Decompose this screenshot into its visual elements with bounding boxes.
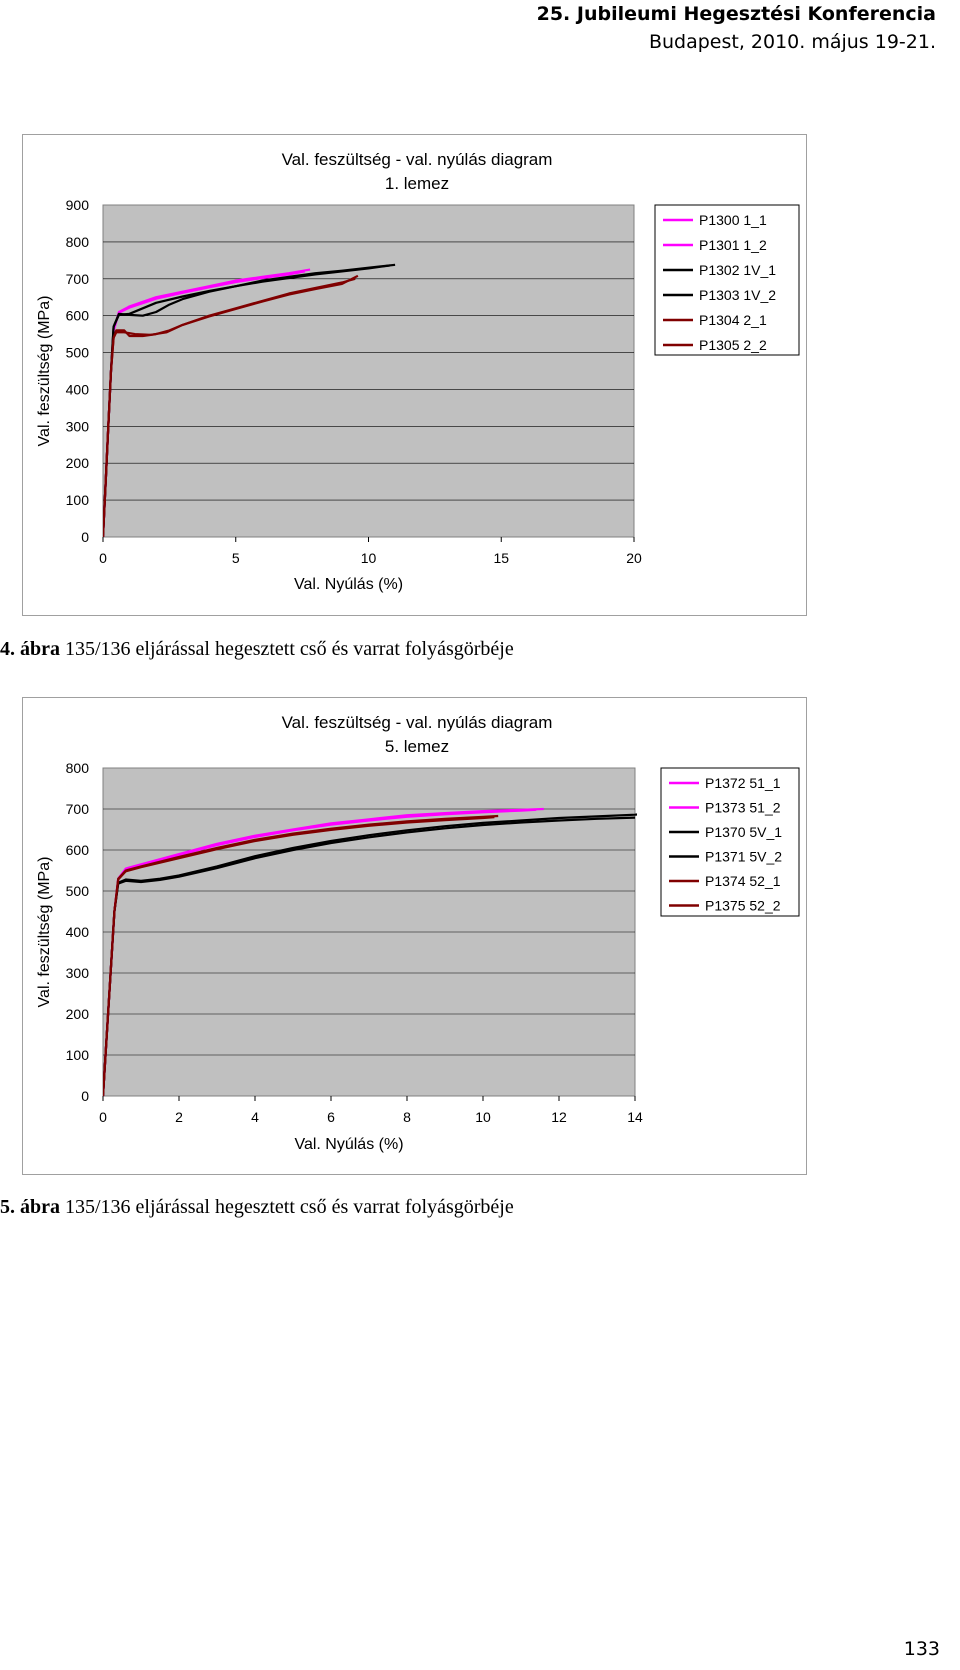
figure-4-svg: 0 100 200 300 400 500 600 700 800 900 0 5 10 15 20 Val.… [36,150,800,593]
chart-subtitle: 1. lemez [385,174,449,193]
y-tick-label: 600 [66,308,90,324]
legend-entry: P1371 5V_2 [705,849,782,865]
x-tick-label: 5 [232,550,240,566]
conference-header: 25. Jubileumi Hegesztési Konferencia Bud… [537,0,936,56]
y-tick-label: 500 [66,883,90,899]
y-tick-label: 200 [66,455,90,471]
legend-entry: P1374 52_1 [705,873,781,889]
y-tick-label: 300 [66,418,90,434]
x-axis-label: Val. Nyúlás (%) [294,1136,403,1153]
legend-entry: P1303 1V_2 [699,287,776,303]
chart-title: Val. feszültség - val. nyúlás diagram [282,713,553,732]
legend-entry: P1301 1_2 [699,237,767,253]
y-tick-label: 500 [66,345,90,361]
x-tick-label: 2 [175,1109,183,1125]
y-tick-label: 0 [81,529,89,545]
y-axis-label: Val. feszültség (MPa) [36,296,53,447]
legend-box [654,204,800,356]
y-axis-label: Val. feszültség (MPa) [36,857,53,1008]
legend-entry: P1300 1_1 [699,212,767,228]
chart-title: Val. feszültség - val. nyúlás diagram [282,150,553,169]
page-number: 133 [903,1638,940,1660]
y-tick-label: 600 [66,842,90,858]
x-tick-label: 6 [327,1109,335,1125]
figure-4-caption-number: 4. ábra [0,638,60,660]
x-tick-label: 0 [99,1109,107,1125]
legend-entry: P1372 51_1 [705,775,781,791]
y-tick-label: 800 [66,234,90,250]
series-line [103,816,495,1097]
figure-4-chart: 0 100 200 300 400 500 600 700 800 900 0 5 10 15 20 Val.… [22,134,807,616]
x-tick-label: 20 [626,550,642,566]
figure-4-caption: 4. ábra 135/136 eljárással hegesztett cs… [0,638,514,661]
figure-5-svg: 0 100 200 300 400 500 600 700 800 0 2 4 6 8 10 12 14 Val.… [36,713,800,1153]
y-tick-label: 100 [66,1047,90,1063]
x-tick-label: 0 [99,550,107,566]
y-tick-label: 300 [66,965,90,981]
x-tick-label: 14 [627,1109,643,1125]
y-tick-label: 0 [81,1088,89,1104]
legend-box [660,767,800,917]
figure-5-chart: 0 100 200 300 400 500 600 700 800 0 2 4 6 8 10 12 14 Val.… [22,697,807,1175]
figure-5-caption-text: 135/136 eljárással hegesztett cső és var… [60,1196,514,1218]
y-tick-label: 400 [66,381,90,397]
legend-entry: P1373 51_2 [705,800,781,816]
conference-date-location: Budapest, 2010. május 19-21. [648,31,936,53]
series-line [103,274,359,538]
conference-title: 25. Jubileumi Hegesztési Konferencia [536,3,936,25]
x-tick-label: 12 [551,1109,567,1125]
x-tick-label: 10 [361,550,377,566]
plot-area [102,204,635,538]
x-axis-label: Val. Nyúlás (%) [294,576,403,593]
chart-subtitle: 5. lemez [385,737,449,756]
figure-5-caption-number: 5. ábra [0,1196,60,1218]
figure-5-caption: 5. ábra 135/136 eljárással hegesztett cs… [0,1196,514,1219]
y-tick-label: 700 [66,271,90,287]
legend-entry: P1304 2_1 [699,312,767,328]
legend-entry: P1305 2_2 [699,337,767,353]
y-tick-label: 100 [66,492,90,508]
legend-entry: P1302 1V_1 [699,262,776,278]
figure-4-caption-text: 135/136 eljárással hegesztett cső és var… [60,638,514,660]
legend-entry: P1375 52_2 [705,898,781,914]
y-tick-label: 700 [66,801,90,817]
x-tick-label: 15 [493,550,509,566]
y-tick-label: 900 [66,197,90,213]
x-tick-label: 8 [403,1109,411,1125]
x-tick-label: 4 [251,1109,259,1125]
legend-entry: P1370 5V_1 [705,824,782,840]
y-tick-label: 800 [66,760,90,776]
y-tick-label: 200 [66,1006,90,1022]
y-tick-label: 400 [66,924,90,940]
x-tick-label: 10 [475,1109,491,1125]
